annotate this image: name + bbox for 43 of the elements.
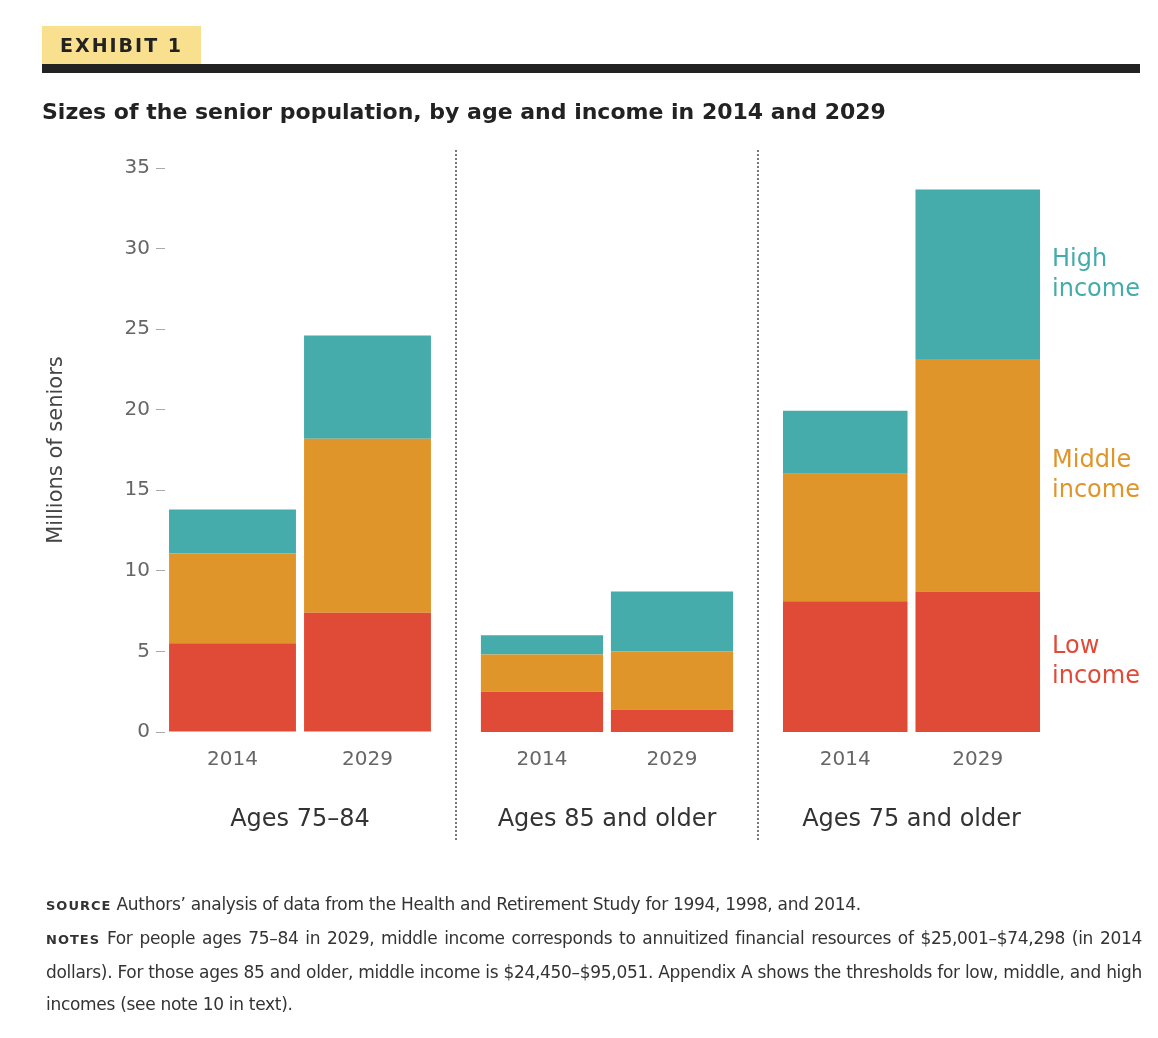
bar xyxy=(169,553,296,644)
bar xyxy=(304,612,431,732)
x-tick-label: 2014 xyxy=(207,746,258,771)
x-tick-label: 2029 xyxy=(342,746,393,771)
x-tick-label: 2014 xyxy=(819,746,871,771)
text: NOTES For people ages 75–84 in 2029, middle income corresponds to annuitized financial resources of $25,001–$74,298 (in 2014 dollars). For those ages 85 and older, middle income is $24,450–$95,051. Appendix A shows the thresholds for low, middle, and high incomes (see note 10 in text). xyxy=(46,927,1142,1016)
y-tick-label: 15 xyxy=(124,476,150,501)
x-axis-title: Ages 75 and older xyxy=(802,803,1021,832)
bar xyxy=(915,591,1041,732)
bar xyxy=(169,643,296,732)
bar xyxy=(782,601,908,732)
bar xyxy=(480,654,604,692)
x-tick-label: 2029 xyxy=(952,746,1004,771)
bar xyxy=(915,189,1041,360)
x-axis-title: Ages 75–84 xyxy=(230,803,370,832)
y-tick-label: 0 xyxy=(137,718,150,743)
x-axis-title: Ages 85 and older xyxy=(497,803,717,832)
bar xyxy=(169,509,296,554)
bar xyxy=(480,691,604,732)
series-label: Low income xyxy=(1052,631,1140,690)
bar xyxy=(304,438,431,613)
y-tick-label: 10 xyxy=(124,557,150,582)
y-tick-label: 25 xyxy=(124,315,150,340)
bar xyxy=(782,410,908,474)
bar xyxy=(610,651,734,710)
y-tick-label: 35 xyxy=(124,154,150,179)
y-tick-label: 30 xyxy=(124,234,150,259)
series-label: Middle income xyxy=(1052,444,1140,503)
x-tick-label: 2014 xyxy=(516,746,568,771)
chart-title: EXHIBIT 1 xyxy=(42,26,201,64)
bar xyxy=(915,359,1041,592)
y-axis-title: Millions of seniors xyxy=(43,356,68,544)
bar xyxy=(782,473,908,602)
chart-subtitle: Sizes of the senior population, by age and income in 2014 and 2029 xyxy=(42,99,887,124)
y-tick-label: 20 xyxy=(124,395,150,420)
bar xyxy=(610,591,734,652)
source-note: SOURCE Authors’ analysis of data from the Health and Retirement Study for 1994, 1998, and 2014. xyxy=(46,893,862,916)
x-tick-label: 2029 xyxy=(646,746,698,771)
bar xyxy=(610,709,734,732)
series-label: High income xyxy=(1052,243,1140,302)
bar xyxy=(480,635,604,655)
bar xyxy=(304,335,431,439)
y-tick-label: 5 xyxy=(137,637,150,662)
